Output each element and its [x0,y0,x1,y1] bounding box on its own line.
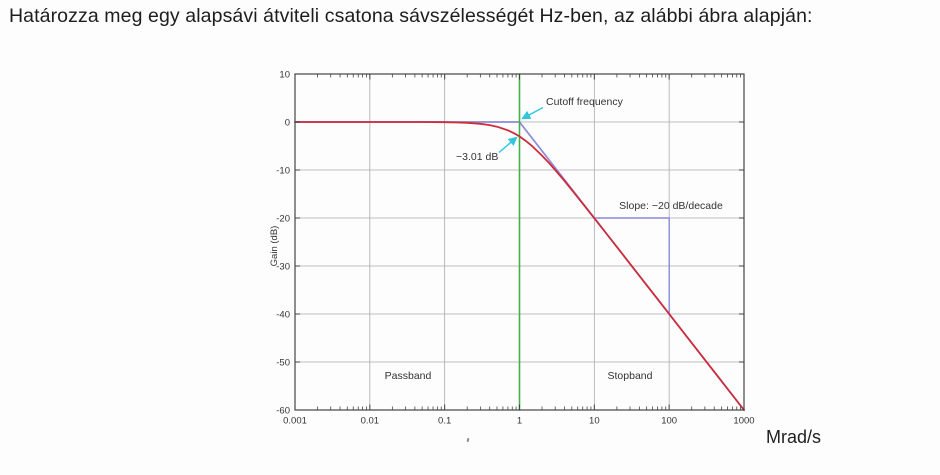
y-tick-label: -60 [276,406,290,417]
question-title: Határozza meg egy alapsávi átviteli csat… [9,5,813,27]
y-tick-label: -50 [276,358,290,369]
annotation-cutoff: Cutoff frequency [546,96,624,108]
x-tick-label: 1 [517,416,522,427]
y-tick-label: -40 [276,310,290,321]
cutoff-arrow [521,106,544,120]
y-axis-title: Gain (dB) [269,226,280,267]
y-tick-label: -30 [276,262,290,273]
x-tick-label: 10 [589,416,600,427]
x-tick-label: 100 [661,416,677,427]
bode-plot-svg: 0.001 0.01 0.1 1 10 100 1000100-10-20-30-40-50… [269,70,755,427]
x-tick-label: 0.001 [283,416,307,427]
x-tick-label: 0.01 [361,416,380,427]
series-response [294,121,745,411]
annotation-slope: Slope: −20 dB/decade [619,200,723,212]
x-tick-label: 1000 [733,416,754,427]
y-tick-label: 0 [285,118,290,129]
y-tick-label: -10 [276,166,290,177]
annotation-stopband: Stopband [608,370,653,382]
minus3db-arrow [498,136,518,154]
x-axis-unit-label: Mrad/s [766,427,822,447]
x-tick-label: 0.1 [438,416,451,427]
y-tick-label: -20 [276,214,290,225]
bode-plot: 0.001 0.01 0.1 1 10 100 1000 10 0 -10 -20 -30 -40 -50… [250,56,765,436]
annotation-minus3db: −3.01 dB [456,151,498,163]
series-slope-indicator [593,217,670,315]
y-tick-label: 10 [279,70,290,81]
stray-mark [466,437,470,443]
annotation-passband: Passband [385,370,432,382]
